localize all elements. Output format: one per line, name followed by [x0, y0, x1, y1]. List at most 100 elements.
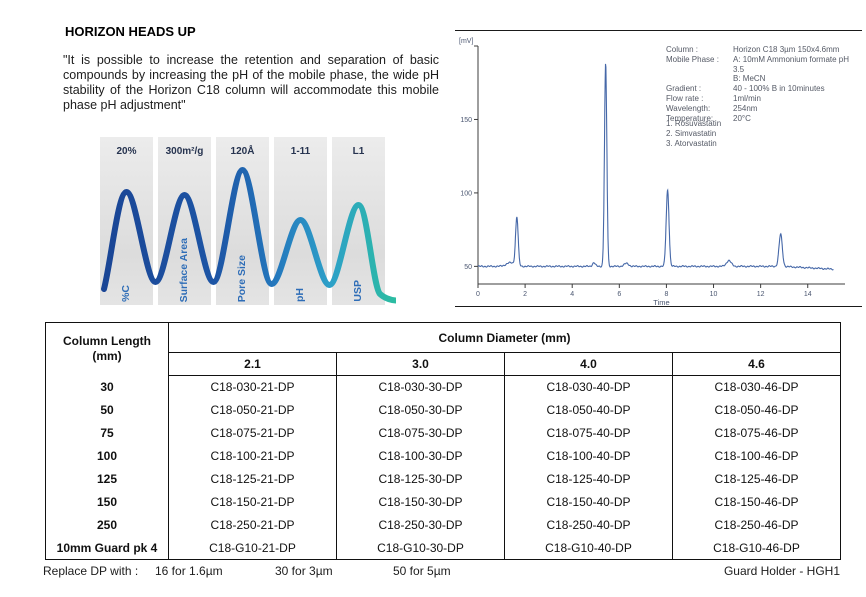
condition-label: Flow rate :: [666, 93, 704, 103]
column-length-cell: 100: [96, 449, 118, 463]
band-value-label: 300m²/g: [165, 146, 204, 157]
part-number-cell: C18-250-21-DP: [168, 513, 337, 537]
condition-value: 254nm: [733, 103, 758, 113]
table-row: 250 C18-250-21-DP C18-250-30-DP C18-250-40-…: [46, 513, 841, 537]
chromatogram-trace: [477, 63, 834, 271]
diameter-header-cell: 4.6: [672, 352, 841, 376]
row-header-column-length: Column Length (mm): [45, 322, 169, 376]
part-number-cell: C18-075-40-DP: [504, 421, 673, 445]
replace-option-16: 16 for 1.6µm: [155, 564, 223, 578]
part-number-cell: C18-125-30-DP: [336, 467, 505, 491]
wave-band: L1 USP: [332, 137, 385, 305]
wave-band: 20% %C: [100, 137, 153, 305]
part-number-cell: C18-030-21-DP: [168, 375, 337, 399]
column-length-cell: 10mm Guard pk 4: [56, 540, 158, 555]
y-axis-unit-label: [mV]: [459, 38, 473, 45]
part-number-cell: C18-100-21-DP: [168, 444, 337, 468]
table-row: 150 C18-150-21-DP C18-150-30-DP C18-150-40-…: [46, 490, 841, 514]
wave-band: 300m²/g Surface Area: [158, 137, 211, 305]
x-tick-label: 6: [617, 291, 621, 298]
part-number-cell: C18-075-30-DP: [336, 421, 505, 445]
part-number-cell: C18-100-46-DP: [672, 444, 841, 468]
condition-value: A: 10mM Ammonium formate pH 3.5 B: MeCN: [733, 54, 850, 84]
part-number-cell: C18-250-40-DP: [504, 513, 673, 537]
x-tick-label: 4: [570, 291, 574, 298]
col-header-column-diameter: Column Diameter (mm): [168, 322, 841, 353]
band-value-label: L1: [352, 146, 365, 157]
band-axis-label: %C: [120, 285, 132, 302]
replace-option-30: 30 for 3µm: [275, 564, 333, 578]
part-number-cell: C18-125-40-DP: [504, 467, 673, 491]
diameter-header-cell: 4.0: [504, 352, 673, 376]
column-length-cell: 150: [96, 495, 118, 509]
chromatogram-plot: 50 100 150 0 2 4 6 8 10 12 14 [mV] Time: [459, 38, 845, 306]
diameter-header-row: 2.1 3.0 4.0 4.6: [46, 352, 841, 376]
column-length-cell: 50: [100, 403, 114, 417]
part-number-cell: C18-050-30-DP: [336, 398, 505, 422]
part-number-cell: C18-250-30-DP: [336, 513, 505, 537]
part-number-cell: C18-075-46-DP: [672, 421, 841, 445]
table-row: 75 C18-075-21-DP C18-075-30-DP C18-075-40-D…: [46, 421, 841, 445]
parameter-wave-graphic: 20% %C 300m²/g Surface Area 120Å Pore Size 1-1…: [100, 137, 400, 309]
part-number-cell: C18-G10-30-DP: [336, 536, 505, 560]
y-tick-label: 50: [464, 264, 472, 271]
condition-value: 1ml/min: [733, 93, 762, 103]
band-axis-label: Pore Size: [236, 254, 248, 302]
part-number-cell: C18-050-40-DP: [504, 398, 673, 422]
column-length-cell: 125: [96, 472, 118, 486]
headsup-quote: "It is possible to increase the retentio…: [63, 53, 439, 112]
part-number-cell: C18-150-40-DP: [504, 490, 673, 514]
part-number-table: Column Length (mm) Column Diameter (mm) …: [45, 322, 841, 560]
part-number-cell: C18-250-46-DP: [672, 513, 841, 537]
table-row: 10mm Guard pk 4 C18-G10-21-DP C18-G10-30-D…: [46, 536, 841, 560]
condition-value: Horizon C18 3µm 150x4.6mm: [733, 45, 840, 54]
part-number-cell: C18-G10-21-DP: [168, 536, 337, 560]
wave-band: 120Å Pore Size: [216, 137, 269, 305]
table-row: 50 C18-050-21-DP C18-050-30-DP C18-050-40-D…: [46, 398, 841, 422]
part-number-cell: C18-100-40-DP: [504, 444, 673, 468]
column-length-cell: 75: [100, 426, 114, 440]
table-body: 30 C18-030-21-DP C18-030-30-DP C18-030-40-D…: [46, 375, 841, 560]
condition-label: Column :: [666, 45, 699, 54]
table-row: 125 C18-125-21-DP C18-125-30-DP C18-125-40-…: [46, 467, 841, 491]
condition-label: Wavelength:: [666, 103, 711, 113]
x-tick-label: 14: [804, 291, 812, 298]
part-number-cell: C18-125-21-DP: [168, 467, 337, 491]
condition-label: Mobile Phase :: [666, 54, 719, 64]
part-number-cell: C18-030-30-DP: [336, 375, 505, 399]
part-number-cell: C18-150-46-DP: [672, 490, 841, 514]
band-axis-label: pH: [294, 288, 306, 302]
diameter-header-cell: 3.0: [336, 352, 505, 376]
band-axis-label: USP: [352, 280, 364, 302]
y-tick-label: 100: [460, 190, 472, 197]
part-number-cell: C18-G10-46-DP: [672, 536, 841, 560]
x-tick-label: 2: [523, 291, 527, 298]
condition-label: Gradient :: [666, 84, 702, 94]
part-number-cell: C18-030-46-DP: [672, 375, 841, 399]
compound-item: 1. Rosuvastatin: [666, 119, 722, 128]
part-number-cell: C18-150-21-DP: [168, 490, 337, 514]
part-number-cell: C18-030-40-DP: [504, 375, 673, 399]
y-tick-label: 150: [460, 117, 472, 124]
band-value-label: 120Å: [230, 146, 255, 157]
condition-label: Temperature:: [666, 113, 714, 123]
chromatogram-conditions: Column : Horizon C18 3µm 150x4.6mm Mobile …: [666, 45, 862, 123]
chromatogram-panel: 50 100 150 0 2 4 6 8 10 12 14 [mV] Time Column : Hori…: [455, 30, 862, 307]
replace-option-50: 50 for 5µm: [393, 564, 451, 578]
table-row: 30 C18-030-21-DP C18-030-30-DP C18-030-40-D…: [46, 375, 841, 399]
part-number-cell: C18-150-30-DP: [336, 490, 505, 514]
band-value-label: 1-11: [290, 146, 311, 157]
compound-list: 1. Rosuvastatin 2. Simvastatin 3. Atorvast…: [666, 119, 721, 148]
part-number-cell: C18-050-46-DP: [672, 398, 841, 422]
x-axis-title: Time: [653, 298, 669, 306]
guard-holder-label: Guard Holder - HGH1: [723, 564, 840, 578]
column-length-cell: 250: [96, 518, 118, 532]
condition-value: 20°C: [733, 113, 751, 123]
compound-item: 2. Simvastatin: [666, 128, 717, 138]
band-value-label: 20%: [116, 146, 137, 157]
part-number-cell: C18-075-21-DP: [168, 421, 337, 445]
replace-dp-label: Replace DP with :: [43, 564, 139, 578]
wave-band: 1-11 pH: [274, 137, 327, 305]
part-number-cell: C18-125-46-DP: [672, 467, 841, 491]
